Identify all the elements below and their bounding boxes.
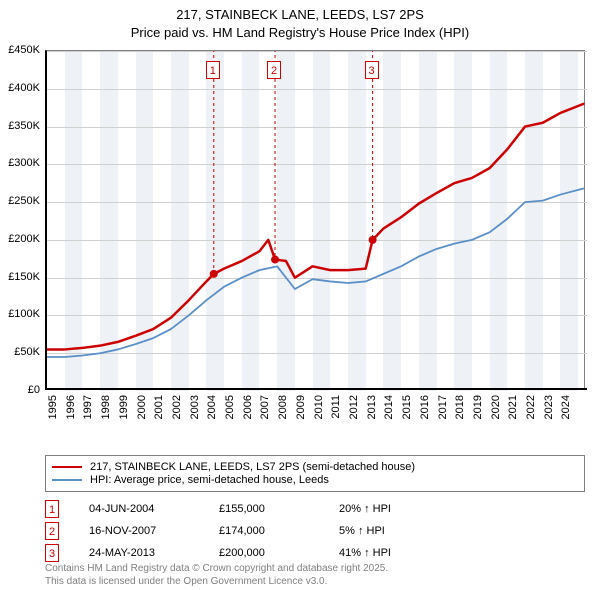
title-block: 217, STAINBECK LANE, LEEDS, LS7 2PS Pric…	[0, 0, 600, 41]
title-line1: 217, STAINBECK LANE, LEEDS, LS7 2PS	[0, 6, 600, 24]
legend-label: 217, STAINBECK LANE, LEEDS, LS7 2PS (sem…	[90, 461, 415, 473]
x-tick-label: 2016	[419, 395, 439, 435]
y-tick-label: £200K	[0, 233, 40, 245]
y-tick-label: £100K	[0, 308, 40, 320]
sales-price: £200,000	[219, 547, 339, 559]
sales-price: £155,000	[219, 503, 339, 515]
sale-marker-dot	[210, 270, 218, 278]
x-tick-label: 2019	[472, 395, 492, 435]
legend-item: HPI: Average price, semi-detached house,…	[52, 474, 578, 486]
x-tick-label: 2002	[171, 395, 191, 435]
sales-price: £174,000	[219, 525, 339, 537]
x-tick-label: 2009	[295, 395, 315, 435]
sales-date: 24-MAY-2013	[89, 547, 219, 559]
sales-marker: 3	[45, 544, 59, 562]
footer-line1: Contains HM Land Registry data © Crown c…	[45, 563, 388, 576]
sales-row: 3 24-MAY-2013£200,00041% ↑ HPI	[45, 542, 585, 564]
sales-pct: 41% ↑ HPI	[339, 547, 439, 559]
sale-marker-label: 2	[267, 61, 281, 79]
y-tick-label: £0	[0, 384, 40, 396]
y-tick-label: £50K	[0, 346, 40, 358]
plot-box: 1 2 3	[45, 50, 585, 390]
sales-row: 2 16-NOV-2007£174,0005% ↑ HPI	[45, 520, 585, 542]
sale-marker-label: 3	[365, 61, 379, 79]
sales-marker: 1	[45, 500, 59, 518]
legend: 217, STAINBECK LANE, LEEDS, LS7 2PS (sem…	[45, 455, 585, 492]
legend-item: 217, STAINBECK LANE, LEEDS, LS7 2PS (sem…	[52, 461, 578, 473]
chart-container: 217, STAINBECK LANE, LEEDS, LS7 2PS Pric…	[0, 0, 600, 590]
line-svg	[47, 51, 587, 391]
legend-label: HPI: Average price, semi-detached house,…	[90, 474, 329, 486]
sale-marker-dot	[271, 256, 279, 264]
y-tick-label: £300K	[0, 157, 40, 169]
y-tick-label: £400K	[0, 82, 40, 94]
x-tick-label: 1995	[47, 395, 67, 435]
x-tick-label: 2024	[560, 395, 580, 435]
sales-marker: 2	[45, 522, 59, 540]
x-tick-label: 2012	[348, 395, 368, 435]
title-line2: Price paid vs. HM Land Registry's House …	[0, 24, 600, 42]
sales-pct: 20% ↑ HPI	[339, 503, 439, 515]
footer: Contains HM Land Registry data © Crown c…	[45, 563, 388, 588]
sales-date: 04-JUN-2004	[89, 503, 219, 515]
x-axis-line	[47, 388, 587, 390]
chart-area: 123 £0£50K£100K£150K£200K£250K£300K£350K…	[45, 50, 585, 410]
legend-swatch	[52, 466, 82, 469]
sale-marker-label: 1	[206, 61, 220, 79]
x-tick-label: 1999	[118, 395, 138, 435]
sales-date: 16-NOV-2007	[89, 525, 219, 537]
sale-marker-dot	[369, 236, 377, 244]
y-tick-label: £450K	[0, 44, 40, 56]
footer-line2: This data is licensed under the Open Gov…	[45, 576, 388, 589]
series-price_paid	[47, 104, 583, 350]
y-tick-label: £250K	[0, 195, 40, 207]
series-hpi	[47, 189, 583, 357]
sales-table: 1 04-JUN-2004£155,00020% ↑ HPI 2 16-NOV-200…	[45, 498, 585, 564]
sales-pct: 5% ↑ HPI	[339, 525, 439, 537]
legend-swatch	[52, 479, 82, 481]
y-tick-label: £150K	[0, 271, 40, 283]
sales-row: 1 04-JUN-2004£155,00020% ↑ HPI	[45, 498, 585, 520]
y-tick-label: £350K	[0, 120, 40, 132]
